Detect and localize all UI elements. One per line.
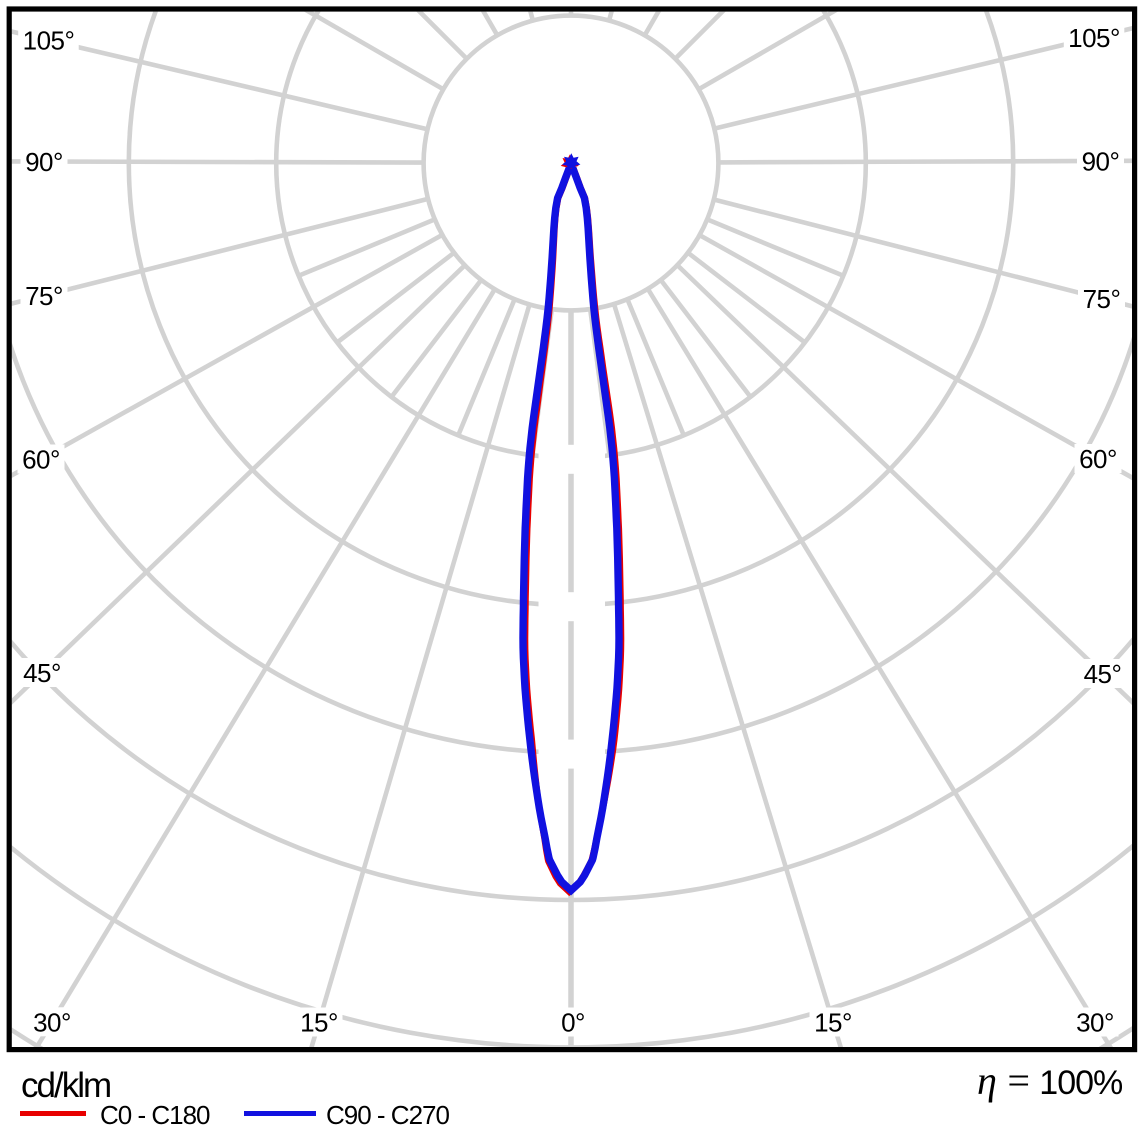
svg-text:45°: 45° (1084, 659, 1122, 689)
svg-text:45°: 45° (23, 658, 61, 688)
svg-text:90°: 90° (1082, 147, 1120, 177)
svg-text:60°: 60° (1079, 444, 1117, 474)
svg-text:75°: 75° (1083, 284, 1121, 314)
svg-text:105°: 105° (23, 26, 75, 56)
svg-text:15°: 15° (300, 1008, 338, 1038)
svg-text:30°: 30° (33, 1007, 71, 1037)
svg-text:30°: 30° (1076, 1008, 1114, 1038)
svg-text:0°: 0° (561, 1008, 585, 1038)
svg-text:75°: 75° (25, 281, 63, 311)
svg-text:90°: 90° (25, 147, 63, 177)
svg-text:15°: 15° (814, 1008, 852, 1038)
svg-text:105°: 105° (1068, 23, 1120, 53)
svg-text:60°: 60° (22, 445, 60, 475)
